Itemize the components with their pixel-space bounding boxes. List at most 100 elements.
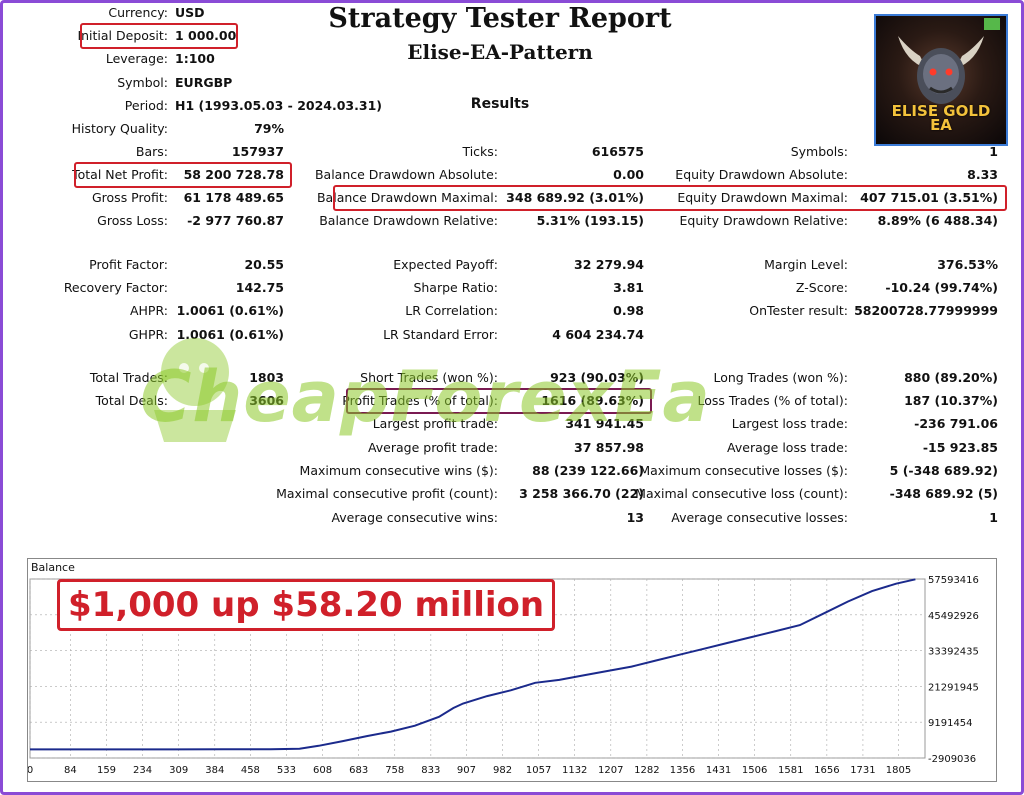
y-tick-label: -2909036 bbox=[928, 754, 976, 765]
x-tick-label: 608 bbox=[313, 765, 332, 776]
largest-profit-trade-label: Largest profit trade: bbox=[372, 416, 498, 431]
x-tick-label: 234 bbox=[133, 765, 152, 776]
x-tick-label: 1506 bbox=[742, 765, 767, 776]
y-tick-label: 45492926 bbox=[928, 611, 979, 622]
chart-title: Balance bbox=[31, 561, 75, 574]
period-value: H1 (1993.05.03 - 2024.03.31) bbox=[175, 98, 382, 113]
lr-standard-error-label: LR Standard Error: bbox=[383, 327, 498, 342]
largest-loss-trade-label: Largest loss trade: bbox=[731, 416, 848, 431]
symbols-label: Symbols: bbox=[790, 144, 848, 159]
ghpr-value: 1.0061 (0.61%) bbox=[176, 327, 284, 342]
maximal-consecutive-profit-label: Maximal consecutive profit (count): bbox=[276, 486, 498, 501]
elise-gold-logo: ELISE GOLD EA bbox=[874, 14, 1008, 146]
max-consecutive-losses-label: Maximum consecutive losses ($): bbox=[639, 463, 848, 478]
gross-profit-label: Gross Profit: bbox=[91, 190, 168, 205]
balance-dd-relative-label: Balance Drawdown Relative: bbox=[319, 213, 498, 228]
equity-dd-relative-value: 8.89% (6 488.34) bbox=[877, 213, 998, 228]
x-tick-label: 1282 bbox=[634, 765, 659, 776]
profit-factor-label: Profit Factor: bbox=[89, 257, 168, 272]
bars-value: 157937 bbox=[231, 144, 284, 159]
y-tick-label: 9191454 bbox=[928, 718, 973, 729]
y-tick-label: 57593416 bbox=[928, 575, 979, 586]
maximal-consecutive-profit-value: 3 258 366.70 (22) bbox=[519, 486, 644, 501]
equity-dd-maximal-value: 407 715.01 (3.51%) bbox=[860, 190, 998, 205]
profit-trades-highlight bbox=[346, 388, 652, 414]
symbol-label: Symbol: bbox=[117, 75, 168, 90]
symbols-value: 1 bbox=[989, 144, 998, 159]
logo-text: ELISE GOLD EA bbox=[876, 104, 1006, 134]
leverage-label: Leverage: bbox=[105, 51, 168, 66]
sharpe-ratio-label: Sharpe Ratio: bbox=[413, 280, 498, 295]
average-consecutive-losses-value: 1 bbox=[989, 510, 998, 525]
margin-level-value: 376.53% bbox=[937, 257, 998, 272]
drawdown-maximal-highlight bbox=[333, 185, 1007, 211]
total-deals-label: Total Deals: bbox=[95, 393, 168, 408]
x-tick-label: 758 bbox=[385, 765, 404, 776]
long-trades-label: Long Trades (won %): bbox=[713, 370, 848, 385]
ahpr-label: AHPR: bbox=[129, 303, 168, 318]
long-trades-value: 880 (89.20%) bbox=[904, 370, 998, 385]
symbol-value: EURGBP bbox=[175, 75, 233, 90]
gross-profit-value: 61 178 489.65 bbox=[183, 190, 284, 205]
currency-value: USD bbox=[175, 5, 205, 20]
recovery-factor-value: 142.75 bbox=[235, 280, 284, 295]
profit-trades-label: Profit Trades (% of total): bbox=[342, 393, 498, 408]
x-tick-label: 159 bbox=[97, 765, 116, 776]
average-loss-trade-label: Average loss trade: bbox=[727, 440, 848, 455]
x-tick-label: 683 bbox=[349, 765, 368, 776]
x-tick-label: 1057 bbox=[526, 765, 551, 776]
z-score-label: Z-Score: bbox=[795, 280, 848, 295]
equity-dd-absolute-label: Equity Drawdown Absolute: bbox=[675, 167, 848, 182]
x-tick-label: 1656 bbox=[814, 765, 839, 776]
history-quality-value: 79% bbox=[254, 121, 284, 136]
balance-dd-maximal-value: 348 689.92 (3.01%) bbox=[506, 190, 644, 205]
margin-level-label: Margin Level: bbox=[764, 257, 848, 272]
equity-dd-maximal-label: Equity Drawdown Maximal: bbox=[677, 190, 848, 205]
period-label: Period: bbox=[124, 98, 168, 113]
z-score-value: -10.24 (99.74%) bbox=[885, 280, 998, 295]
leverage-value: 1:100 bbox=[175, 51, 215, 66]
results-heading: Results bbox=[470, 96, 530, 112]
max-consecutive-wins-label: Maximum consecutive wins ($): bbox=[299, 463, 498, 478]
ontester-result-label: OnTester result: bbox=[749, 303, 848, 318]
bars-label: Bars: bbox=[135, 144, 168, 159]
lr-standard-error-value: 4 604 234.74 bbox=[552, 327, 644, 342]
equity-dd-relative-label: Equity Drawdown Relative: bbox=[679, 213, 848, 228]
x-tick-label: 1207 bbox=[598, 765, 623, 776]
largest-loss-trade-value: -236 791.06 bbox=[914, 416, 998, 431]
bull-warrior-icon bbox=[898, 18, 1000, 104]
balance-chart-svg: 0 84 159 234 309 384 458 533 608 683 758 833 907 982 1… bbox=[27, 575, 979, 776]
average-profit-trade-label: Average profit trade: bbox=[367, 440, 498, 455]
lr-correlation-value: 0.98 bbox=[613, 303, 644, 318]
loss-trades-label: Loss Trades (% of total): bbox=[697, 393, 848, 408]
balance-line bbox=[30, 578, 916, 751]
x-tick-label: 907 bbox=[457, 765, 476, 776]
profit-trades-value: 1616 (89.63%) bbox=[541, 393, 644, 408]
history-quality-label: History Quality: bbox=[71, 121, 168, 136]
logo-line2: EA bbox=[930, 116, 952, 134]
ontester-result-value: 58200728.77999999 bbox=[854, 303, 998, 318]
balance-dd-absolute-value: 0.00 bbox=[613, 167, 644, 182]
x-tick-label: 533 bbox=[277, 765, 296, 776]
equity-dd-absolute-value: 8.33 bbox=[967, 167, 998, 182]
initial-deposit-label: Initial Deposit: bbox=[77, 28, 168, 43]
lr-correlation-label: LR Correlation: bbox=[405, 303, 498, 318]
total-net-profit-highlight bbox=[74, 162, 292, 188]
x-tick-label: 982 bbox=[493, 765, 512, 776]
average-profit-trade-value: 37 857.98 bbox=[574, 440, 644, 455]
x-tick-label: 458 bbox=[241, 765, 260, 776]
x-tick-label: 384 bbox=[205, 765, 224, 776]
profit-factor-value: 20.55 bbox=[244, 257, 284, 272]
gross-loss-label: Gross Loss: bbox=[97, 213, 168, 228]
total-trades-value: 1803 bbox=[249, 370, 284, 385]
short-trades-value: 923 (90.03%) bbox=[550, 370, 644, 385]
ticks-value: 616575 bbox=[591, 144, 644, 159]
expected-payoff-label: Expected Payoff: bbox=[393, 257, 498, 272]
currency-label: Currency: bbox=[108, 5, 168, 20]
maximal-consecutive-loss-label: Maximal consecutive loss (count): bbox=[635, 486, 848, 501]
report-title: Strategy Tester Report bbox=[328, 3, 672, 34]
expected-payoff-value: 32 279.94 bbox=[574, 257, 644, 272]
balance-dd-relative-value: 5.31% (193.15) bbox=[536, 213, 644, 228]
balance-dd-absolute-label: Balance Drawdown Absolute: bbox=[314, 167, 498, 182]
